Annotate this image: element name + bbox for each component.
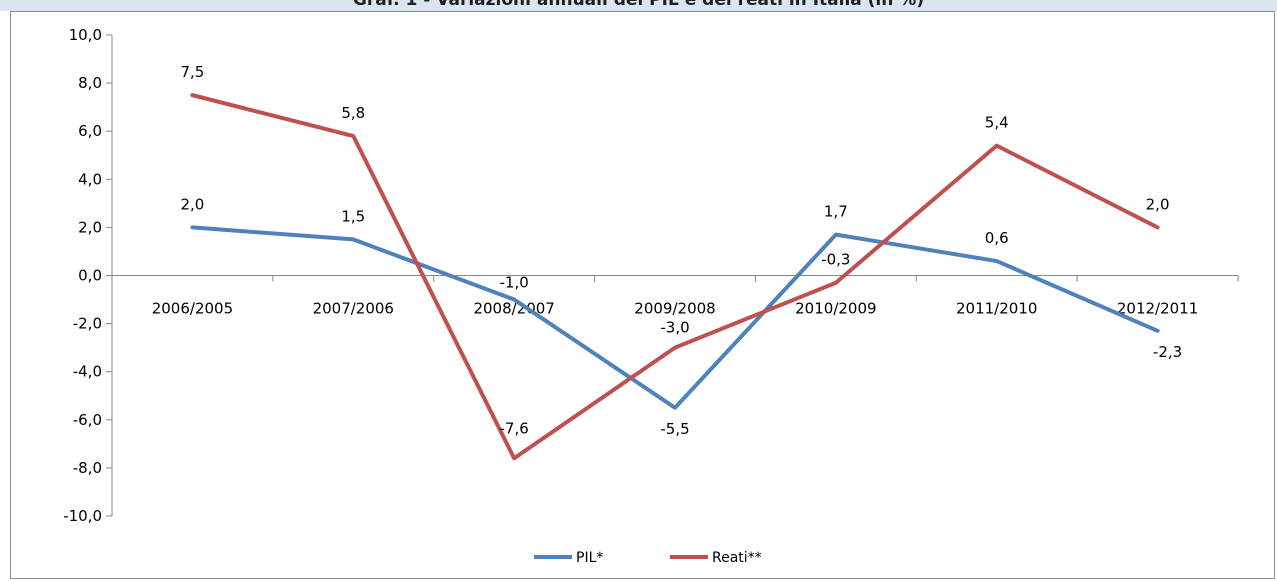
y-tick-label: 6,0 [78, 122, 102, 140]
y-tick-label: -8,0 [73, 459, 102, 477]
series-line-reati [190, 93, 1160, 461]
data-label: 2,0 [1146, 195, 1170, 213]
y-tick-label: 10,0 [69, 26, 102, 44]
y-tick-label: -2,0 [73, 315, 102, 333]
series-line-pil [190, 225, 1160, 410]
data-label: 7,5 [180, 63, 204, 81]
data-label: 0,6 [985, 229, 1009, 247]
x-tick-label: 2012/2011 [1117, 300, 1198, 318]
x-tick-label: 2007/2006 [313, 300, 394, 318]
y-tick-label: -4,0 [73, 363, 102, 381]
data-label: -1,0 [500, 274, 529, 292]
x-tick-label: 2008/2007 [473, 300, 554, 318]
y-tick-label: 8,0 [78, 74, 102, 92]
x-tick-label: 2009/2008 [634, 300, 715, 318]
chart-title: Graf. 1 - Variazioni annuali del PIL e d… [352, 0, 925, 10]
data-label: -2,3 [1153, 343, 1182, 361]
data-label: -0,3 [821, 251, 850, 269]
data-label: -5,5 [660, 420, 689, 438]
data-label: 2,0 [180, 195, 204, 213]
x-tick-label: 2010/2009 [795, 300, 876, 318]
chart-title-band: Graf. 1 - Variazioni annuali del PIL e d… [0, 0, 1277, 11]
legend-label: PIL* [576, 550, 603, 566]
data-label: 5,4 [985, 114, 1009, 132]
data-label: 1,5 [341, 207, 365, 225]
data-label: 1,7 [824, 203, 848, 221]
data-label: -7,6 [500, 419, 529, 437]
y-tick-label: -6,0 [73, 411, 102, 429]
data-label: -3,0 [660, 319, 689, 337]
data-label: 5,8 [341, 104, 365, 122]
legend-label: Reati** [712, 550, 762, 566]
y-tick-label: 0,0 [78, 267, 102, 285]
y-tick-label: -10,0 [63, 507, 102, 525]
y-tick-label: 2,0 [78, 218, 102, 236]
chart-frame [10, 11, 1275, 579]
y-tick-label: 4,0 [78, 170, 102, 188]
x-tick-label: 2006/2005 [152, 300, 233, 318]
x-tick-label: 2011/2010 [956, 300, 1037, 318]
